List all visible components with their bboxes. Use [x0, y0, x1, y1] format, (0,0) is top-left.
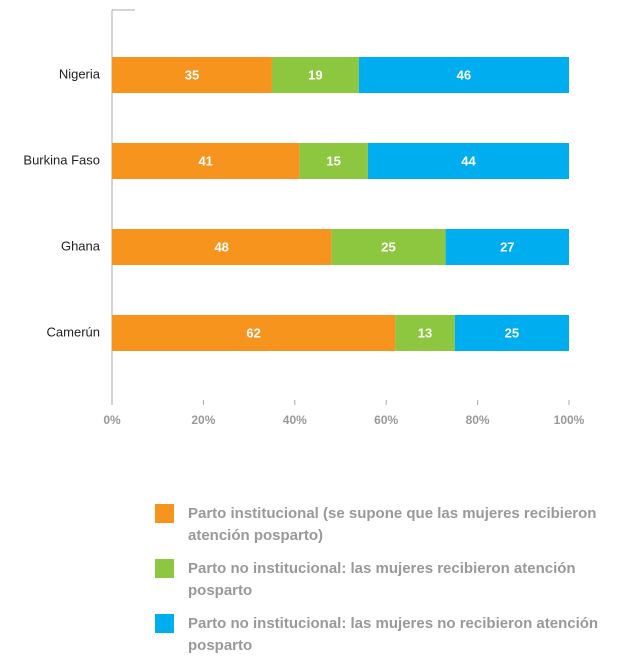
x-tick-label: 80% [466, 413, 490, 427]
legend-label: Parto no institucional: las mujeres reci… [188, 560, 576, 599]
bar-segment [299, 143, 368, 179]
bar-segment [112, 315, 396, 351]
data-label: 25 [381, 239, 395, 254]
data-label: 46 [457, 67, 471, 82]
x-tick-label: 100% [554, 413, 585, 427]
x-tick-label: 20% [191, 413, 215, 427]
bar-segment [454, 315, 569, 351]
category-label: Ghana [61, 238, 101, 253]
x-tick-label: 0% [103, 413, 121, 427]
data-label: 48 [214, 239, 228, 254]
legend: Parto institucional (se supone que las m… [155, 503, 605, 668]
legend-label: Parto no institucional: las mujeres no r… [188, 615, 599, 654]
bar-segment [331, 229, 446, 265]
bar-segment [112, 229, 332, 265]
legend-swatch [155, 614, 174, 633]
bar-segment [112, 143, 300, 179]
legend-swatch [155, 559, 174, 578]
bar-segment [112, 57, 272, 93]
data-label: 41 [198, 153, 212, 168]
legend-label: Parto institucional (se supone que las m… [188, 505, 597, 544]
category-label: Camerún [47, 324, 100, 339]
x-tick-label: 60% [374, 413, 398, 427]
legend-item: Parto no institucional: las mujeres no r… [155, 613, 605, 657]
data-label: 27 [500, 239, 514, 254]
data-label: 44 [461, 153, 476, 168]
bar-segment [395, 315, 455, 351]
data-label: 15 [326, 153, 340, 168]
bar-segment [271, 57, 359, 93]
legend-item: Parto institucional (se supone que las m… [155, 503, 605, 547]
category-label: Burkina Faso [23, 152, 100, 167]
data-label: 19 [308, 67, 322, 82]
bar-segment [367, 143, 569, 179]
legend-item: Parto no institucional: las mujeres reci… [155, 558, 605, 602]
legend-swatch [155, 504, 174, 523]
x-tick-label: 40% [283, 413, 307, 427]
chart: 0% 20% 40% 60% 80% 100% Nigeria 35 19 46 Burkina F… [23, 9, 585, 427]
category-label: Nigeria [59, 66, 101, 81]
data-label: 13 [418, 325, 432, 340]
data-label: 25 [505, 325, 519, 340]
bar-segment [445, 229, 569, 265]
bar-segment [358, 57, 569, 93]
data-label: 62 [246, 325, 260, 340]
data-label: 35 [185, 67, 199, 82]
